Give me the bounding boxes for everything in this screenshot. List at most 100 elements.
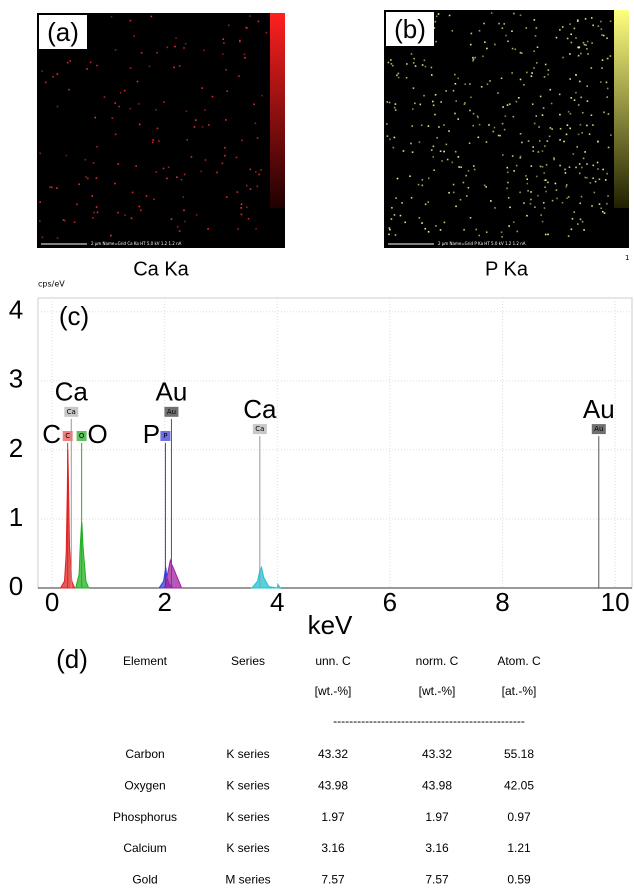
- map-dot: [427, 230, 430, 233]
- map-dot: [606, 87, 609, 90]
- map-dot: [465, 195, 468, 197]
- map-dot: [166, 46, 169, 49]
- map-dot: [393, 214, 396, 216]
- map-dot: [586, 124, 588, 127]
- map-dot: [388, 233, 390, 236]
- map-dot: [455, 100, 458, 102]
- map-dot: [485, 186, 487, 188]
- map-dot: [533, 122, 536, 125]
- map-dot: [561, 201, 564, 204]
- map-dot: [531, 103, 534, 106]
- map-dot: [386, 101, 389, 103]
- map-dot: [607, 113, 610, 115]
- map-dot: [530, 165, 533, 167]
- map-dot: [485, 141, 488, 143]
- map-dot: [457, 156, 460, 158]
- map-dot: [454, 150, 457, 153]
- map-dot: [586, 48, 588, 50]
- map-dot: [472, 165, 475, 167]
- y-tick-label: 2: [9, 433, 23, 463]
- map-dot: [417, 183, 420, 186]
- map-dot: [546, 140, 549, 142]
- map-dot: [519, 14, 522, 17]
- map-dot: [555, 189, 558, 191]
- map-dot: [571, 217, 574, 220]
- map-dot: [454, 112, 456, 115]
- map-dot: [601, 34, 603, 36]
- map-dot: [469, 83, 471, 85]
- map-dot: [437, 13, 440, 15]
- map-dot: [490, 200, 492, 202]
- map-dot: [93, 211, 95, 214]
- map-dot: [513, 12, 515, 15]
- map-dot: [261, 94, 263, 97]
- map-dot: [200, 170, 203, 173]
- map-dot: [418, 217, 421, 219]
- map-dot: [249, 188, 252, 190]
- map-dot: [533, 50, 535, 53]
- map-dot: [465, 174, 467, 177]
- map-dot: [530, 198, 532, 201]
- map-dot: [605, 81, 608, 84]
- map-dot: [49, 186, 51, 188]
- y-tick-label: 0: [9, 571, 23, 601]
- map-dot: [186, 139, 189, 141]
- map-dot: [92, 162, 95, 164]
- map-dot: [500, 77, 503, 80]
- map-dot: [223, 42, 225, 44]
- map-dot: [439, 229, 442, 231]
- map-dot: [501, 122, 504, 125]
- peak-tag: [252, 424, 267, 435]
- map-dot: [110, 15, 113, 18]
- spectrum-peak: [164, 558, 183, 589]
- map-dot: [575, 166, 577, 169]
- map-dot: [545, 164, 548, 166]
- map-dot: [558, 93, 561, 96]
- map-dot: [96, 145, 98, 148]
- map-dot: [235, 156, 238, 159]
- peak-tag-text: C: [65, 432, 70, 440]
- column-header: Atom. C: [497, 654, 541, 668]
- map-dot: [239, 39, 241, 42]
- map-dot: [451, 161, 454, 164]
- x-tick-label: 10: [601, 587, 630, 617]
- map-dot: [580, 195, 583, 198]
- map-dot: [476, 115, 479, 117]
- map-dot: [553, 158, 556, 161]
- map-dot: [393, 136, 396, 139]
- peak-label: P: [143, 419, 160, 449]
- map-dot: [575, 37, 577, 39]
- map-dot: [140, 52, 143, 54]
- map-dot: [541, 114, 544, 116]
- scale-text: 2 µm Name=Grid P Ka HT 5.0 kV 1.2 1.2 nA: [438, 241, 526, 246]
- map-dot: [589, 182, 592, 184]
- map-dot: [569, 127, 571, 130]
- map-dot: [509, 103, 511, 105]
- map-dot: [203, 49, 205, 52]
- y-tick-label: 1: [9, 502, 23, 532]
- map-dot: [421, 178, 424, 181]
- peak-tag-text: Ca: [255, 425, 264, 433]
- map-dot: [477, 136, 480, 139]
- map-dot: [193, 126, 196, 128]
- map-dot: [178, 230, 181, 232]
- map-dot: [564, 168, 566, 171]
- map-dot: [138, 123, 141, 126]
- map-dot: [551, 128, 553, 130]
- map-dot: [596, 161, 599, 164]
- map-dot: [601, 210, 604, 213]
- map-dot: [526, 214, 528, 217]
- map-dot: [576, 146, 579, 148]
- table-cell: 43.98: [422, 778, 452, 792]
- map-dot: [604, 179, 607, 181]
- map-dot: [50, 186, 53, 189]
- map-dot: [569, 78, 571, 80]
- map-dot: [432, 145, 435, 148]
- map-dot: [583, 229, 585, 231]
- map-dot: [483, 184, 486, 187]
- map-dot: [586, 176, 588, 179]
- peak-label: Au: [156, 377, 188, 407]
- map-dot: [443, 221, 446, 224]
- map-dot: [507, 171, 509, 174]
- map-dot: [387, 61, 390, 64]
